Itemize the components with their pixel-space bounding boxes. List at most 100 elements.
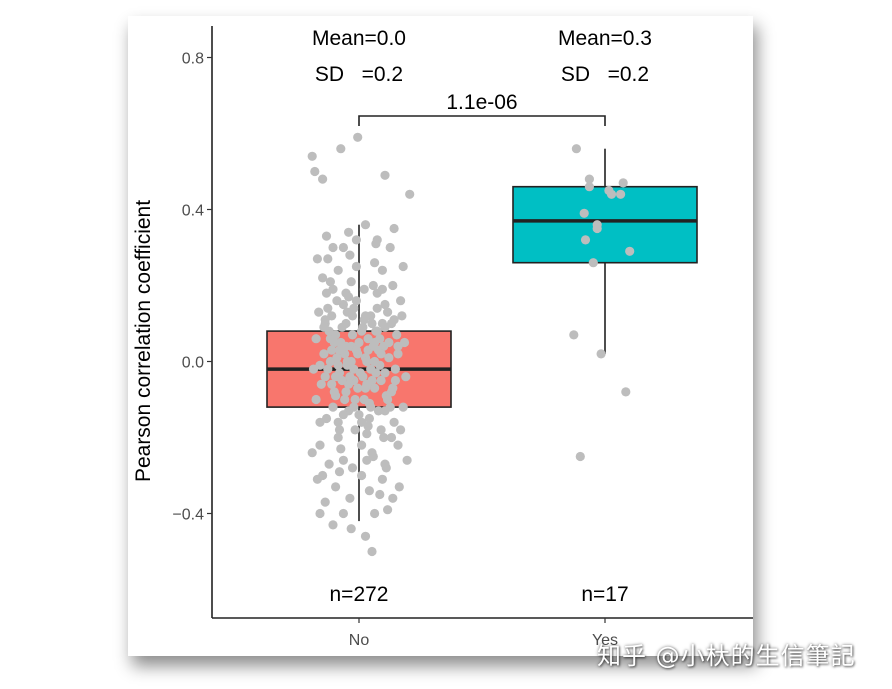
data-point [323, 303, 333, 313]
annotations: Mean=0.0 SD =0.2 n=272 Mean=0.3 SD =0.2 n=17 1… [312, 27, 652, 606]
data-point [384, 353, 394, 363]
data-point [323, 254, 333, 264]
p-value-label: 1.1e-06 [446, 91, 517, 114]
data-point [338, 508, 348, 519]
data-point [398, 261, 408, 272]
data-point [340, 349, 350, 359]
data-point [315, 508, 325, 519]
data-point [383, 505, 393, 515]
data-point [362, 356, 372, 367]
data-point [359, 394, 369, 405]
data-point [332, 296, 342, 306]
data-point [344, 292, 354, 302]
data-point [362, 379, 372, 389]
data-point [571, 144, 581, 154]
data-point [357, 470, 367, 481]
data-point [311, 394, 321, 405]
data-point [388, 493, 398, 503]
data-point [334, 467, 345, 477]
data-point [388, 383, 398, 393]
data-point [325, 277, 335, 287]
data-point [385, 242, 395, 253]
data-point [332, 353, 342, 363]
data-point [314, 307, 324, 317]
y-tick-label: −0.4 [172, 507, 204, 524]
data-point [360, 220, 371, 230]
data-point [347, 330, 358, 340]
data-point [324, 459, 334, 469]
data-point [333, 417, 343, 427]
data-point [362, 455, 372, 465]
data-point [347, 463, 358, 473]
data-point [376, 349, 386, 359]
data-point [584, 174, 594, 184]
data-point [596, 349, 606, 359]
data-point [379, 432, 389, 443]
data-point [367, 546, 377, 557]
data-point [377, 474, 387, 484]
data-point [397, 311, 407, 321]
data-point [338, 410, 348, 420]
box-iqr [512, 185, 698, 264]
data-point [388, 280, 398, 291]
data-point [390, 375, 400, 386]
data-point [386, 318, 397, 329]
data-point [592, 223, 602, 234]
data-point [345, 250, 355, 260]
data-point [318, 470, 328, 481]
data-point [310, 166, 320, 177]
data-point [334, 425, 345, 435]
data-point [372, 288, 382, 298]
data-point [625, 246, 635, 256]
data-point [327, 379, 337, 389]
data-point [320, 497, 330, 507]
data-point [370, 356, 380, 367]
data-point [331, 482, 341, 492]
data-point [360, 531, 371, 541]
data-point [575, 451, 585, 462]
data-point [363, 334, 373, 344]
data-point [328, 402, 338, 412]
data-point [376, 425, 386, 435]
data-point [333, 360, 343, 370]
data-point [346, 277, 356, 287]
data-point [341, 318, 351, 329]
sd-label: SD =0.2 [561, 63, 649, 86]
n-label: n=272 [330, 583, 389, 606]
data-point [398, 402, 408, 412]
data-point [351, 235, 361, 245]
data-point [584, 182, 594, 192]
data-point [393, 440, 403, 450]
watermark-text: 知乎 @小杕的生信筆記 [597, 642, 856, 670]
data-point [327, 345, 337, 355]
data-point [345, 493, 355, 503]
data-point [579, 208, 589, 218]
x-tick-label: Yes [592, 632, 618, 649]
data-point [367, 318, 377, 329]
data-point [621, 387, 631, 397]
data-point [373, 406, 384, 416]
data-point [366, 402, 376, 412]
data-point [338, 242, 348, 253]
data-point [321, 231, 332, 241]
data-point [616, 189, 626, 199]
data-point [380, 170, 390, 180]
data-point [318, 273, 328, 283]
x-axis: No Yes [212, 617, 753, 649]
sd-label: SD =0.2 [315, 63, 403, 86]
data-point [323, 364, 333, 374]
data-point [353, 349, 363, 359]
data-point [393, 349, 403, 359]
data-point [384, 337, 394, 348]
data-point [618, 178, 628, 188]
y-tick-label: 0.8 [182, 51, 204, 68]
data-point [363, 421, 373, 431]
chart-card: −0.4 0.0 0.4 0.8 No Yes Mean=0.0 SD =0.2 n=272… [128, 16, 753, 656]
data-point [380, 299, 390, 310]
data-point [350, 425, 360, 435]
data-point [312, 254, 322, 264]
data-point [396, 425, 406, 435]
data-point [394, 482, 404, 492]
data-point [375, 489, 385, 500]
data-point [383, 307, 393, 317]
